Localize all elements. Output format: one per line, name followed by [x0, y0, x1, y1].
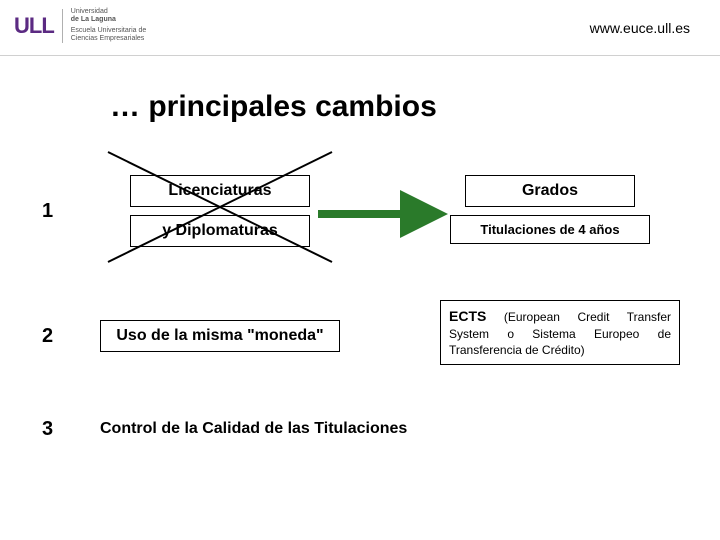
box-diplomaturas: y Diplomaturas [130, 215, 310, 247]
ects-bold: ECTS [449, 308, 486, 324]
logo-line1: Universidad [71, 8, 146, 16]
logo-mark: ULL [14, 13, 54, 39]
logo-line4: Ciencias Empresariales [71, 35, 146, 43]
box-moneda: Uso de la misma "moneda" [100, 320, 340, 352]
row3-text: Control de la Calidad de las Titulacione… [100, 420, 407, 438]
row3-number: 3 [42, 418, 53, 441]
box-titulaciones: Titulaciones de 4 años [450, 215, 650, 244]
row2-number: 2 [42, 325, 53, 348]
row1-number: 1 [42, 200, 53, 223]
box-ects: ECTS (European Credit Transfer System o … [440, 300, 680, 365]
logo-divider [62, 9, 63, 43]
slide-title: … principales cambios [110, 90, 437, 124]
header: ULL Universidad de La Laguna Escuela Uni… [0, 0, 720, 56]
box-licenciaturas: Licenciaturas [130, 175, 310, 207]
logo: ULL Universidad de La Laguna Escuela Uni… [14, 8, 146, 44]
box-grados: Grados [465, 175, 635, 207]
overlay-svg [0, 0, 720, 540]
logo-line2: de La Laguna [71, 16, 146, 24]
url-text: www.euce.ull.es [590, 20, 690, 36]
logo-line3: Escuela Universitaria de [71, 27, 146, 35]
slide: ULL Universidad de La Laguna Escuela Uni… [0, 0, 720, 540]
logo-text: Universidad de La Laguna Escuela Univers… [71, 8, 146, 44]
